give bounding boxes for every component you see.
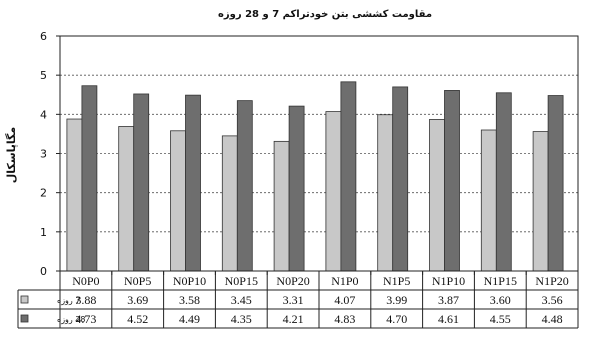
bar-d28-n0p0 (81, 85, 98, 272)
y-tick-label: 0 (40, 265, 47, 278)
bar-d7-n0p5 (118, 126, 135, 272)
data-label-d7: 3.45 (231, 293, 252, 307)
legend-label-d28: 28 روزه (57, 315, 86, 324)
bar-d28-n0p15 (236, 100, 253, 272)
data-label-d7: 3.87 (438, 293, 459, 307)
data-label-d7: 4.07 (334, 293, 355, 307)
y-ticks: 0 1 2 3 4 5 6 (40, 30, 47, 278)
x-tick-label: N1P0 (331, 274, 358, 288)
data-table: N0P0 N0P5 N0P10 N0P15 N0P20 N1P0 N1P5 N1P10 N1P1… (17, 271, 579, 329)
data-label-d7: 3.31 (283, 293, 304, 307)
data-label-d7: 3.58 (179, 293, 200, 307)
x-tick-label: N0P0 (72, 274, 99, 288)
bar-d7-n1p0 (325, 111, 342, 272)
data-label-d28: 4.55 (490, 312, 511, 326)
legend-label-d7: 7 روزه (57, 296, 80, 305)
y-tick-label: 5 (40, 69, 47, 82)
x-tick-label: N0P5 (124, 274, 151, 288)
legend-key-d7 (20, 295, 29, 304)
y-tick-label: 1 (40, 226, 47, 239)
x-tick-label: N1P15 (484, 274, 517, 288)
bar-d7-n1p10 (429, 119, 445, 272)
data-label-d28: 4.73 (75, 312, 96, 326)
data-label-d7: 3.88 (75, 293, 96, 307)
x-tick-label: N0P20 (276, 274, 309, 288)
bar-d28-n0p10 (185, 94, 201, 272)
data-label-d7: 3.56 (542, 293, 563, 307)
bar-d7-n1p20 (532, 131, 549, 272)
legend-key-d28 (20, 314, 29, 323)
data-label-d28: 4.49 (179, 312, 200, 326)
data-label-d28: 4.21 (283, 312, 304, 326)
y-tick-label: 3 (40, 148, 47, 161)
bar-d28-n1p15 (495, 92, 512, 272)
data-label-d7: 3.99 (386, 293, 407, 307)
x-tick-label: N1P5 (383, 274, 410, 288)
bars (66, 81, 564, 272)
bar-d28-n1p10 (444, 90, 460, 272)
x-tick-label: N0P15 (225, 274, 258, 288)
bar-d28-n0p5 (133, 93, 150, 272)
y-tick-label: 6 (40, 30, 47, 43)
data-label-d28: 4.70 (386, 312, 407, 326)
bar-d7-n0p15 (221, 135, 238, 272)
data-label-d28: 4.35 (231, 312, 252, 326)
data-label-d28: 4.83 (334, 312, 355, 326)
bar-d28-n0p20 (288, 105, 305, 272)
x-tick-label: N0P10 (173, 274, 206, 288)
bar-d7-n0p0 (66, 118, 83, 272)
bar-d7-n0p10 (170, 130, 186, 272)
data-label-d7: 3.60 (490, 293, 511, 307)
bar-d7-n1p15 (480, 129, 497, 272)
chart-title: مقاومت کششی بتن خودتراکم 7 و 28 روزه (218, 9, 432, 20)
data-label-d7: 3.69 (127, 293, 148, 307)
data-label-d28: 4.61 (438, 312, 459, 326)
y-tick-label: 2 (40, 187, 47, 200)
data-label-d28: 4.52 (127, 312, 148, 326)
bar-d28-n1p0 (340, 81, 357, 272)
data-label-d28: 4.48 (542, 312, 563, 326)
bar-d7-n0p20 (273, 140, 290, 272)
bar-d28-n1p5 (392, 86, 409, 272)
y-axis-label: مگاپاسکال (5, 127, 18, 184)
bar-d7-n1p5 (377, 114, 394, 272)
bar-d28-n1p20 (547, 95, 564, 272)
x-tick-label: N1P10 (432, 274, 465, 288)
x-tick-label: N1P20 (535, 274, 568, 288)
y-tick-label: 4 (40, 108, 47, 121)
